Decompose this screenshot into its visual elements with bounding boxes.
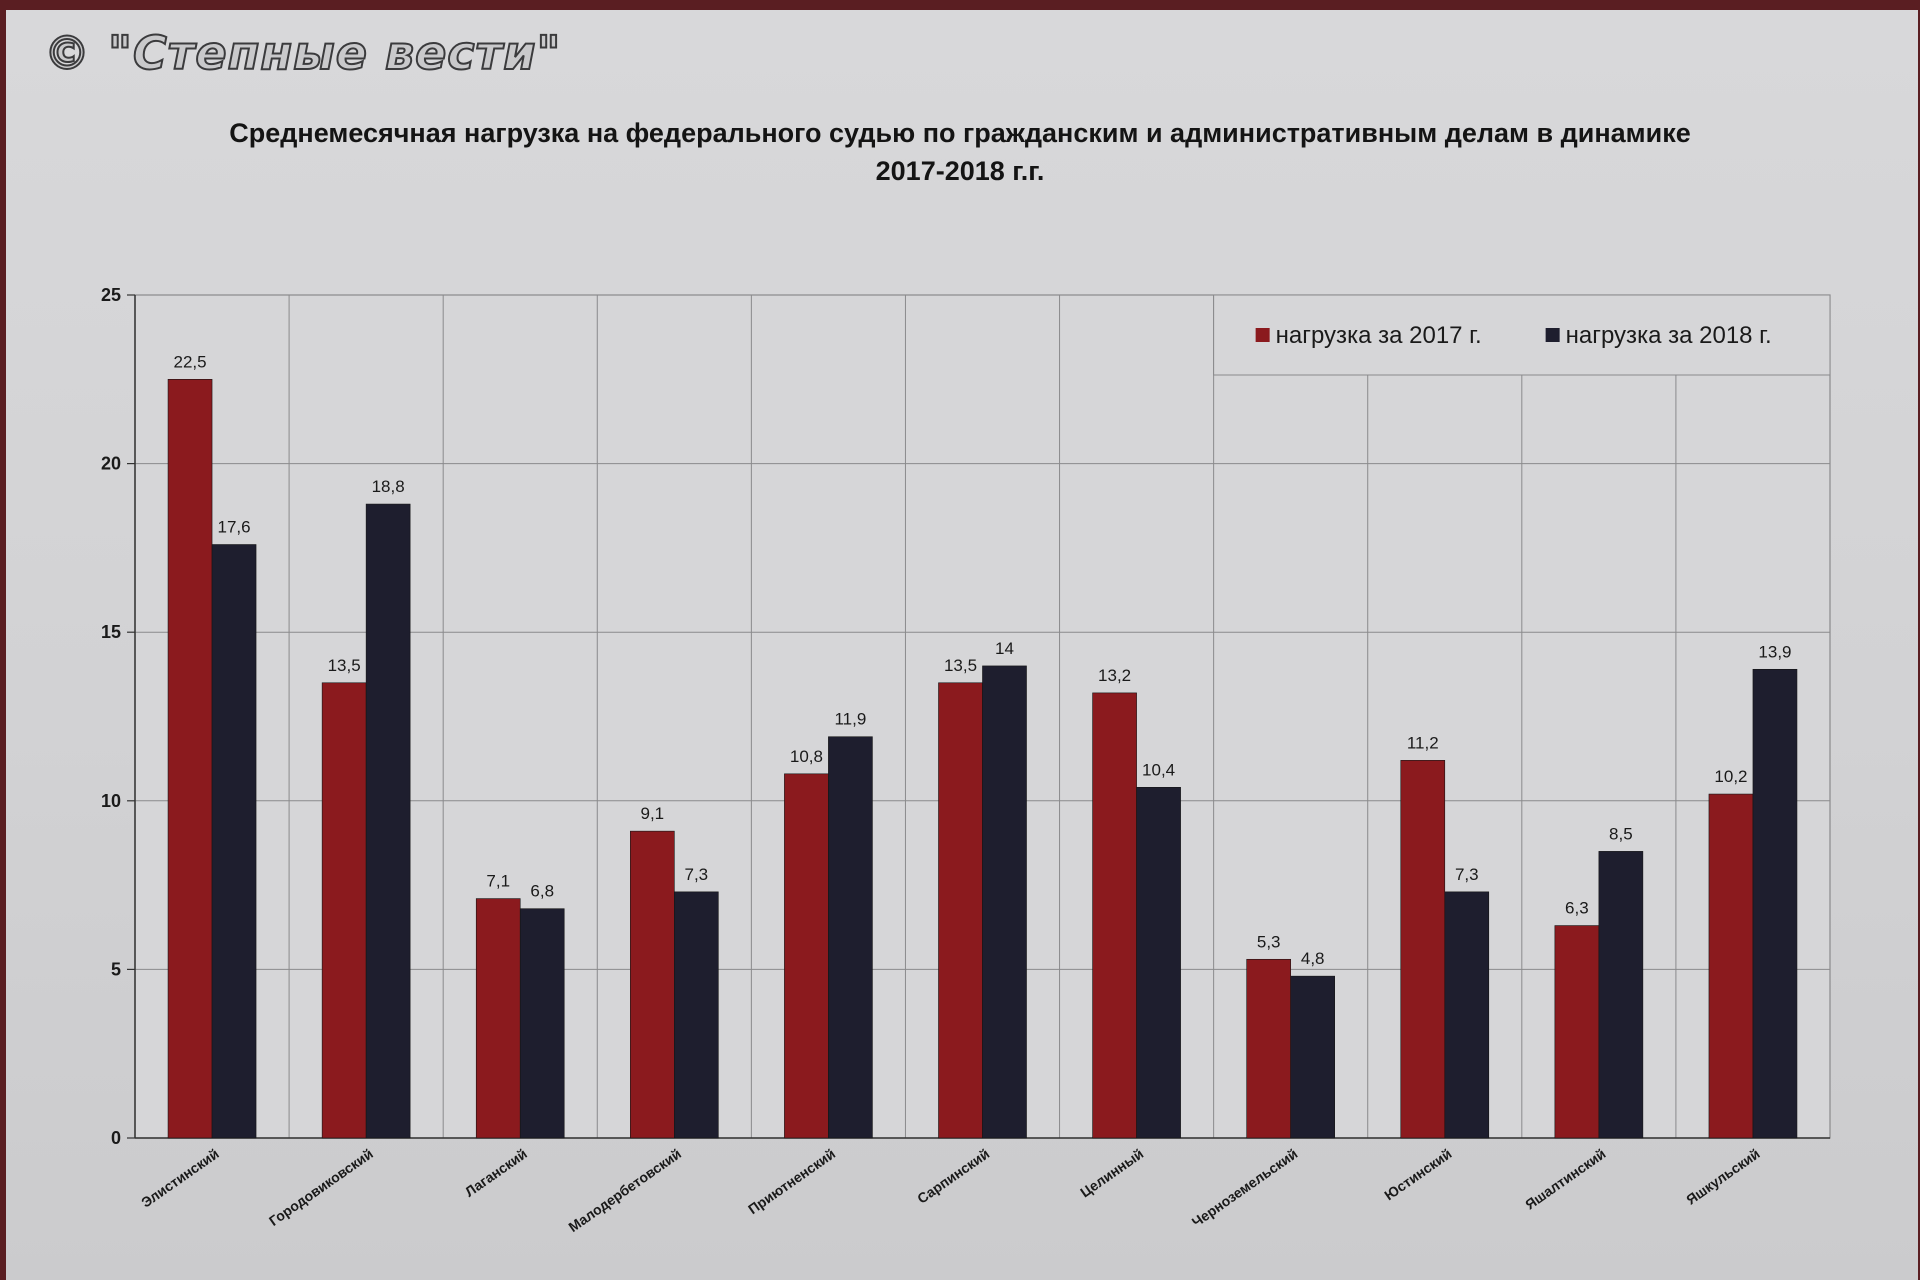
watermark: © "Степные вести" (43, 25, 562, 81)
data-label-2017: 5,3 (1257, 932, 1281, 951)
bar-2017 (938, 682, 983, 1139)
data-label-2018: 18,8 (372, 477, 405, 496)
legend-item-2018-label: нагрузка за 2018 г. (1566, 322, 1772, 349)
x-category-label: Малодербетовский (565, 1145, 684, 1235)
data-label-2018: 8,5 (1609, 824, 1633, 843)
bar-2017 (475, 898, 521, 1139)
bar-2018 (674, 891, 719, 1139)
bar-2018 (1136, 787, 1181, 1139)
x-category-label: Сарпинский (914, 1145, 992, 1206)
legend-item-2017-swatch (1255, 328, 1270, 342)
bar-2017 (1554, 925, 1600, 1139)
x-category-label: Яшкульский (1683, 1145, 1763, 1207)
x-category-label: Целинный (1077, 1145, 1146, 1200)
bar-2017 (1708, 793, 1754, 1139)
legend-box (1213, 294, 1831, 376)
y-tick-label: 20 (101, 454, 121, 474)
bar-2017 (1092, 692, 1137, 1139)
data-label-2018: 11,9 (834, 710, 866, 729)
data-label-2017: 10,2 (1714, 767, 1747, 786)
x-category-label: Яшалтинский (1522, 1145, 1608, 1212)
data-label-2018: 6,8 (530, 882, 554, 901)
x-category-label: Городовиковский (266, 1145, 376, 1229)
data-label-2017: 13,5 (328, 656, 361, 675)
data-label-2017: 13,5 (944, 656, 977, 675)
chart-title: Среднемесячная нагрузка на федерального … (60, 114, 1860, 190)
bar-2018 (1598, 851, 1644, 1139)
legend-item-2018-swatch (1545, 328, 1560, 342)
data-label-2018: 7,3 (1455, 865, 1479, 884)
y-tick-label: 5 (111, 959, 121, 979)
legend-item-2017-label: нагрузка за 2017 г. (1276, 322, 1482, 349)
x-category-label: Приютненский (745, 1145, 838, 1217)
data-label-2017: 7,1 (486, 872, 510, 891)
data-label-2018: 10,4 (1142, 760, 1175, 779)
bar-2018 (211, 544, 257, 1139)
data-label-2017: 13,2 (1098, 666, 1131, 685)
bar-2017 (1246, 958, 1291, 1139)
bar-2018 (1752, 668, 1798, 1139)
bar-2018 (828, 736, 873, 1139)
x-category-label: Юстинский (1381, 1145, 1454, 1203)
bar-2018 (982, 665, 1027, 1139)
bar-2017 (630, 830, 675, 1139)
chart-title-line1: Среднемесячная нагрузка на федерального … (229, 118, 1691, 148)
data-label-2017: 10,8 (790, 747, 823, 766)
y-tick-label: 10 (101, 791, 121, 811)
data-label-2017: 11,2 (1407, 733, 1439, 752)
bar-2018 (1444, 891, 1490, 1139)
data-label-2018: 17,6 (217, 518, 250, 537)
bar-2017 (1400, 760, 1446, 1139)
data-label-2017: 6,3 (1565, 899, 1589, 918)
bar-2017 (167, 378, 213, 1139)
chart-title-line2: 2017-2018 г.г. (875, 156, 1045, 186)
data-label-2018: 7,3 (684, 865, 708, 884)
bar-2018 (519, 908, 565, 1139)
data-label-2018: 4,8 (1301, 949, 1325, 968)
data-label-2017: 9,1 (640, 804, 664, 823)
data-label-2018: 14 (995, 639, 1014, 658)
x-category-label: Черноземельский (1189, 1145, 1301, 1230)
x-category-label: Лаганский (462, 1145, 530, 1199)
y-tick-label: 0 (111, 1128, 121, 1148)
bar-2017 (784, 773, 829, 1139)
y-tick-label: 25 (101, 285, 121, 305)
x-category-label: Элистинский (138, 1145, 222, 1210)
bar-2018 (1290, 975, 1335, 1139)
data-label-2018: 13,9 (1758, 642, 1791, 661)
data-label-2017: 22,5 (173, 352, 206, 371)
bar-2018 (365, 503, 411, 1139)
bar-2017 (321, 682, 367, 1139)
y-tick-label: 15 (101, 622, 121, 642)
